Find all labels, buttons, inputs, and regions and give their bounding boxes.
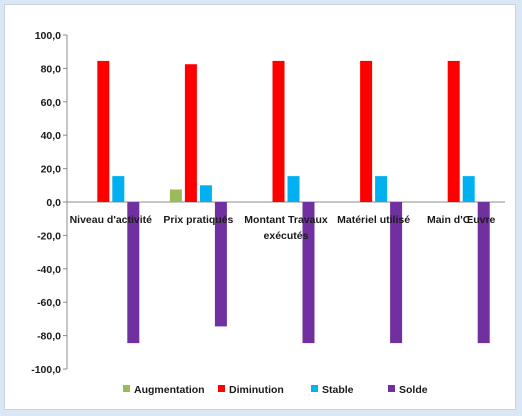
legend-swatch-augmentation: [123, 385, 130, 392]
legend: Augmentation Diminution Stable Solde: [123, 384, 428, 396]
bar-diminution-5: [447, 60, 460, 203]
bar-stable-4: [375, 176, 388, 202]
legend-label-stable: Stable: [322, 384, 354, 396]
bar-augmentation-2: [169, 189, 182, 202]
bar-diminution-1: [97, 60, 110, 203]
bar-diminution-4: [360, 60, 373, 203]
bar-chart: 100,0 80,0 60,0 40,0 20,0 0,0 -20,0 -40,0 -60,0 -…: [31, 30, 505, 396]
category-label: Montant Travaux: [244, 214, 328, 226]
category-labels: Niveau d'activité Prix pratiqués Montant T…: [70, 214, 496, 242]
category-label: Main d'Œuvre: [427, 214, 496, 226]
legend-swatch-stable: [311, 385, 318, 392]
bar-stable-1: [112, 176, 125, 202]
legend-swatch-solde: [388, 385, 395, 392]
bars: [97, 60, 490, 344]
y-tick-label: -20,0: [37, 230, 61, 242]
bar-stable-5: [462, 176, 475, 202]
bar-stable-3: [287, 176, 300, 202]
y-tick-label: 80,0: [41, 63, 62, 75]
bar-diminution-2: [184, 64, 197, 202]
legend-label-diminution: Diminution: [229, 384, 284, 396]
chart-frame: 100,0 80,0 60,0 40,0 20,0 0,0 -20,0 -40,0 -60,0 -…: [4, 4, 516, 410]
y-tick-label: 40,0: [41, 130, 62, 142]
y-tick-label: 100,0: [35, 30, 61, 42]
category-label: Matériel utilisé: [337, 214, 410, 226]
legend-label-solde: Solde: [399, 384, 428, 396]
y-tick-label: 20,0: [41, 164, 62, 176]
y-tick-label: -100,0: [31, 364, 61, 376]
bar-solde-1: [127, 202, 140, 344]
bar-solde-3: [302, 202, 315, 344]
category-label: Niveau d'activité: [70, 214, 153, 226]
bar-solde-5: [477, 202, 490, 344]
category-label: exécutés: [264, 230, 309, 242]
bar-solde-2: [214, 202, 227, 327]
y-tick-label: -40,0: [37, 264, 61, 276]
bar-diminution-3: [272, 60, 285, 203]
y-tick-label: 0,0: [46, 197, 61, 209]
y-tick-label: 60,0: [41, 97, 62, 109]
y-tick-label: -80,0: [37, 331, 61, 343]
category-label: Prix pratiqués: [163, 214, 233, 226]
legend-label-augmentation: Augmentation: [134, 384, 205, 396]
bar-stable-2: [199, 185, 212, 202]
y-axis-ticks: 100,0 80,0 60,0 40,0 20,0 0,0 -20,0 -40,0 -60,0 -…: [31, 30, 67, 376]
y-tick-label: -60,0: [37, 297, 61, 309]
bar-solde-4: [390, 202, 403, 344]
legend-swatch-diminution: [218, 385, 225, 392]
